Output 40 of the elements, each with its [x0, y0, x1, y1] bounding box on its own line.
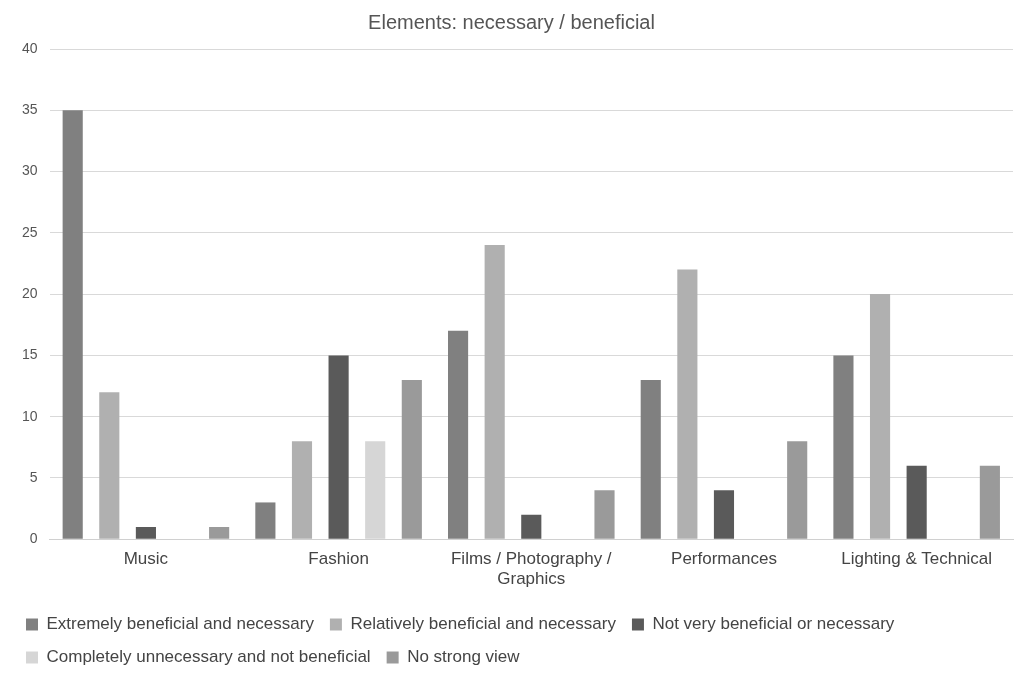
bar	[869, 294, 891, 539]
x-tick-label: Performances	[671, 549, 777, 569]
bar	[255, 502, 276, 539]
y-tick-label: 10	[21, 407, 38, 424]
y-tick-label: 15	[21, 346, 38, 363]
bar	[135, 526, 156, 539]
legend-label: Not very beneficial or necessary	[652, 614, 895, 634]
x-tick-label: Films / Photography / Graphics	[450, 549, 612, 589]
bar	[640, 379, 661, 539]
y-tick-label: 40	[21, 39, 38, 56]
bar	[787, 441, 808, 539]
bar	[328, 355, 349, 539]
bar	[448, 330, 469, 539]
bar	[833, 355, 854, 539]
y-tick-label: 25	[21, 223, 38, 240]
bar	[291, 441, 313, 539]
legend-label: Relatively beneficial and necessary	[350, 614, 617, 634]
y-tick-label: 35	[21, 101, 38, 118]
bar	[677, 269, 698, 539]
y-tick-label: 0	[29, 530, 38, 547]
bar	[484, 245, 505, 539]
legend-label: No strong view	[407, 647, 521, 667]
y-tick-label: 30	[21, 162, 38, 179]
x-tick-label: Lighting & Technical	[841, 549, 993, 569]
bar	[594, 490, 615, 539]
bar	[521, 514, 542, 539]
bar	[99, 392, 120, 539]
legend-label: Completely unnecessary and not beneficial	[46, 647, 371, 667]
bar	[62, 110, 83, 539]
bar	[906, 465, 927, 539]
chart-title: Elements: necessary / beneficial	[368, 10, 655, 33]
y-tick-label: 5	[29, 468, 38, 485]
bar	[979, 465, 1000, 539]
y-tick-label: 20	[21, 284, 38, 301]
bar	[401, 379, 422, 539]
x-tick-label: Fashion	[308, 549, 369, 569]
bar	[713, 490, 735, 539]
legend-label: Extremely beneficial and necessary	[46, 614, 315, 634]
bar	[209, 526, 230, 539]
x-tick-label: Music	[123, 549, 169, 569]
